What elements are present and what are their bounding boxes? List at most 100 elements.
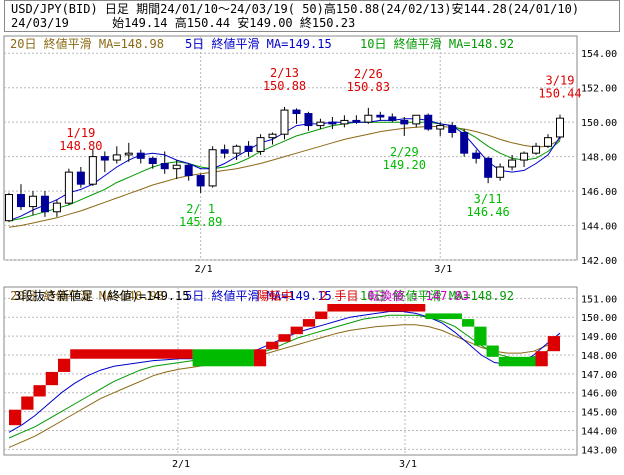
- candle-body: [496, 166, 505, 178]
- candle-body: [376, 114, 385, 118]
- x-tick-label: 2/1: [195, 264, 213, 275]
- candle-body: [100, 156, 109, 161]
- y-tick-label: 146.00: [581, 187, 617, 198]
- candle-body: [40, 195, 49, 213]
- y-tick-label: 154.00: [581, 49, 617, 60]
- annotation-date: 2/26: [354, 67, 383, 81]
- candle-body: [424, 114, 433, 130]
- y-tick-label: 147.00: [581, 370, 617, 381]
- legend-label: 20日 終値平滑 MA=148.98: [10, 288, 164, 303]
- new-price-brick: [535, 351, 548, 367]
- candle-body: [220, 149, 229, 154]
- candle-body: [148, 157, 157, 165]
- candle-body: [520, 152, 529, 161]
- candle-body: [76, 171, 85, 185]
- candle-body: [28, 195, 37, 208]
- candle-body: [124, 152, 133, 156]
- candle-body: [112, 154, 121, 161]
- header-latest-ohlc: 24/03/19 始149.14 高150.44 安149.00 終150.23: [11, 16, 356, 30]
- candle-body: [88, 156, 97, 185]
- candle-body: [352, 119, 361, 123]
- candle-body: [172, 164, 181, 170]
- candle-body: [256, 137, 265, 152]
- y-tick-label: 150.00: [581, 313, 617, 324]
- candle-body: [208, 149, 217, 187]
- annotation-value: 150.83: [347, 80, 390, 94]
- candle-body: [244, 145, 253, 152]
- new-price-brick: [9, 409, 22, 426]
- new-price-brick: [462, 319, 475, 327]
- candle-body: [304, 113, 313, 127]
- candle-body: [532, 145, 541, 154]
- candle-body: [484, 157, 493, 178]
- new-price-brick: [486, 345, 499, 357]
- legend-label: 5日 終値平滑 MA=149.15: [185, 36, 332, 51]
- new-price-brick: [192, 349, 254, 367]
- new-price-brick: [315, 311, 328, 320]
- candle-body: [232, 145, 241, 154]
- plot-area: [3, 286, 578, 456]
- annotation-value: 148.80: [59, 139, 102, 153]
- candle-body: [328, 121, 337, 125]
- y-tick-label: 148.00: [581, 351, 617, 362]
- candle-body: [556, 117, 564, 138]
- new-price-brick: [45, 371, 58, 386]
- y-tick-label: 151.00: [581, 294, 617, 305]
- y-tick-label: 149.00: [581, 332, 617, 343]
- new-price-brick: [547, 336, 560, 352]
- new-price-brick: [70, 349, 193, 359]
- chart-header: USD/JPY(BID) 日足 期間24/01/10～24/03/19( 50)…: [4, 0, 620, 32]
- candle-body: [16, 194, 25, 208]
- candle-body: [196, 175, 205, 187]
- candle-body: [280, 109, 289, 135]
- new-price-brick: [290, 326, 303, 335]
- candle-body: [400, 119, 409, 125]
- candle-body: [544, 137, 553, 147]
- legend-label: 10日 終値平滑 MA=148.92: [360, 288, 514, 303]
- new-price-brick: [33, 385, 46, 397]
- annotation-date: 1/19: [66, 126, 95, 140]
- annotation-value: 149.20: [383, 158, 426, 172]
- new-price-brick: [302, 319, 316, 327]
- legend-label: 10日 終値平滑 MA=148.92: [360, 36, 514, 51]
- candle-body: [184, 164, 193, 177]
- new-price-brick: [425, 313, 463, 320]
- y-tick-label: 142.00: [581, 256, 617, 267]
- y-tick-label: 152.00: [581, 84, 617, 95]
- annotation-value: 146.46: [466, 205, 509, 219]
- trend-status: 陽転中: [257, 289, 294, 303]
- candle-body: [268, 133, 277, 139]
- y-tick-label: 143.00: [581, 445, 617, 456]
- reversal-value: 転換値 : 147.83: [368, 289, 470, 303]
- annotation-value: 150.88: [263, 79, 306, 93]
- plot-area: [3, 35, 578, 261]
- candle-body: [340, 119, 349, 125]
- candlestick-chart: 154.00 152.00 150.00 148.00 146.00 144.00 142.…: [3, 35, 617, 275]
- candle-body: [136, 152, 145, 159]
- legend-label: 20日 終値平滑 MA=148.98: [10, 36, 164, 51]
- new-price-brick: [474, 326, 487, 346]
- candle-body: [5, 194, 13, 222]
- candle-body: [460, 131, 469, 154]
- x-tick-label: 3/1: [434, 264, 452, 275]
- new-price-brick: [278, 334, 291, 342]
- candle-body: [472, 152, 481, 159]
- candle-body: [160, 163, 169, 170]
- new-price-bar-chart: 151.00 150.00 149.00 148.00 147.00 146.00 145.…: [3, 286, 617, 470]
- y-tick-label: 146.00: [581, 389, 617, 400]
- candle-body: [412, 114, 421, 125]
- candle-body: [508, 159, 517, 168]
- y-tick-label: 148.00: [581, 153, 617, 164]
- new-price-brick: [498, 356, 536, 367]
- annotation-date: 3/19: [546, 74, 575, 88]
- bottom-status-prefix: 3段抜き新値足 (終値)=149.15: [14, 289, 190, 303]
- annotation-date: 2/ 1: [186, 202, 215, 216]
- step-count: 2 手目: [320, 289, 359, 303]
- ma10-line: [8, 121, 561, 222]
- annotation-value: 145.89: [179, 215, 222, 229]
- candle-body: [388, 116, 397, 121]
- ma20-line: [8, 324, 561, 448]
- candle-body: [64, 171, 73, 204]
- new-price-brick: [253, 349, 267, 367]
